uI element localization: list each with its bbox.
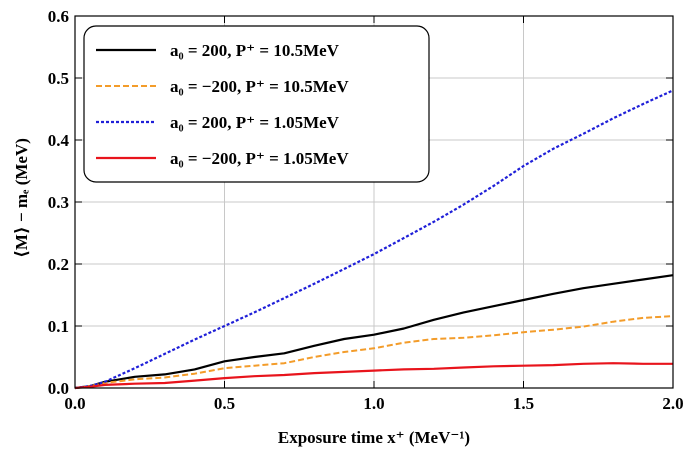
y-tick-label: 0.4 — [48, 131, 70, 150]
legend: a₀ = 200, P⁺ = 10.5MeV a₀ = −200, P⁺ = 10… — [83, 25, 430, 183]
x-tick-label: 1.0 — [363, 394, 384, 413]
y-tick-label: 0.2 — [48, 255, 69, 274]
x-tick-label: 0.5 — [214, 394, 235, 413]
x-axis-label: Exposure time x⁺ (MeV⁻¹) — [278, 428, 470, 447]
series-line-4 — [74, 362, 673, 390]
legend-label-3: a₀ = 200, P⁺ = 1.05MeV — [170, 113, 340, 132]
x-tick-label: 1.5 — [513, 394, 534, 413]
y-tick-label: 0.1 — [48, 317, 69, 336]
legend-label-1: a₀ = 200, P⁺ = 10.5MeV — [170, 41, 340, 60]
y-tick-label: 0.3 — [48, 193, 69, 212]
legend-label-2: a₀ = −200, P⁺ = 10.5MeV — [170, 77, 349, 96]
y-tick-label: 0.6 — [48, 7, 69, 26]
x-tick-label: 2.0 — [662, 394, 683, 413]
series-line-1 — [74, 274, 674, 390]
y-tick-label: 0.0 — [48, 379, 69, 398]
tick-labels: 0.0 0.5 1.0 1.5 2.0 0.0 0.1 0.2 0.3 0.4 0.5 0.6 — [48, 7, 684, 413]
series-line-2 — [74, 315, 674, 389]
legend-label-4: a₀ = −200, P⁺ = 1.05MeV — [170, 149, 349, 168]
series-lines — [74, 89, 674, 390]
series-line-3 — [74, 89, 674, 390]
x-tick-label: 0.0 — [64, 394, 85, 413]
y-axis-label: ⟨M⟩ − mₑ (MeV) — [12, 138, 31, 258]
legend-box — [83, 25, 430, 183]
y-tick-label: 0.5 — [48, 69, 69, 88]
axis-ticks — [74, 15, 674, 389]
